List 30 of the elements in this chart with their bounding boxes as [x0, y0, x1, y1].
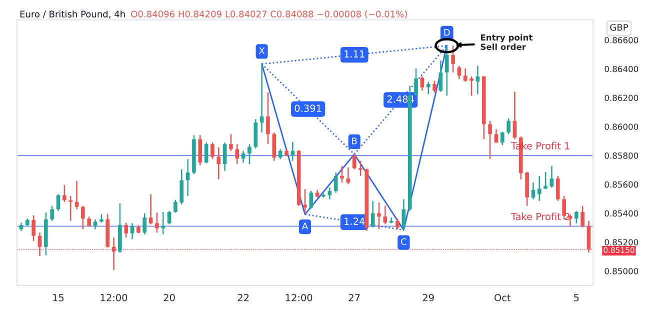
- series-label: 0.391: [294, 104, 322, 112]
- data-label: C: [401, 238, 406, 246]
- series-label: 1.11: [344, 50, 364, 58]
- y-tick-label: 0.86600: [604, 36, 638, 44]
- x-tick-label: 12:00: [286, 294, 312, 302]
- y-tick-label: 0.85400: [604, 210, 638, 217]
- chart-subtitle: O0.84096 H0.84209 L0.84027 C0.84088 −0.00008 (−0.01%): [131, 10, 407, 19]
- y-tick-label: 0.86200: [604, 94, 638, 102]
- y-tick-label: 0.85600: [604, 181, 638, 188]
- y-tick-label: 0.86400: [604, 66, 638, 72]
- y-axis-title: GBP: [610, 24, 628, 31]
- data-label: D: [444, 29, 450, 36]
- x-tick-label: 29: [422, 294, 434, 302]
- x-tick-label: 5: [574, 294, 579, 302]
- x-tick-label: 12:00: [100, 294, 128, 302]
- data-label: B: [352, 138, 357, 144]
- x-tick-label: 15: [53, 294, 64, 302]
- x-tick-label: 22: [238, 294, 249, 302]
- x-tick-label: Oct: [494, 294, 511, 302]
- y-tick-label: 0.85800: [604, 152, 638, 159]
- x-tick-label: 27: [348, 294, 360, 302]
- y-tick-label: 0.85200: [604, 239, 638, 246]
- y-tick-label: 0.85000: [604, 268, 638, 274]
- data-label: A: [302, 222, 308, 230]
- y-tick-label: 0.86000: [604, 124, 638, 130]
- data-label: X: [258, 47, 265, 54]
- x-tick-label: 20: [164, 294, 175, 302]
- annotation: Entry point Sell order: [480, 34, 533, 50]
- chart-title: Euro / British Pound, 4h: [20, 10, 125, 18]
- series-label: 1.24: [344, 218, 365, 225]
